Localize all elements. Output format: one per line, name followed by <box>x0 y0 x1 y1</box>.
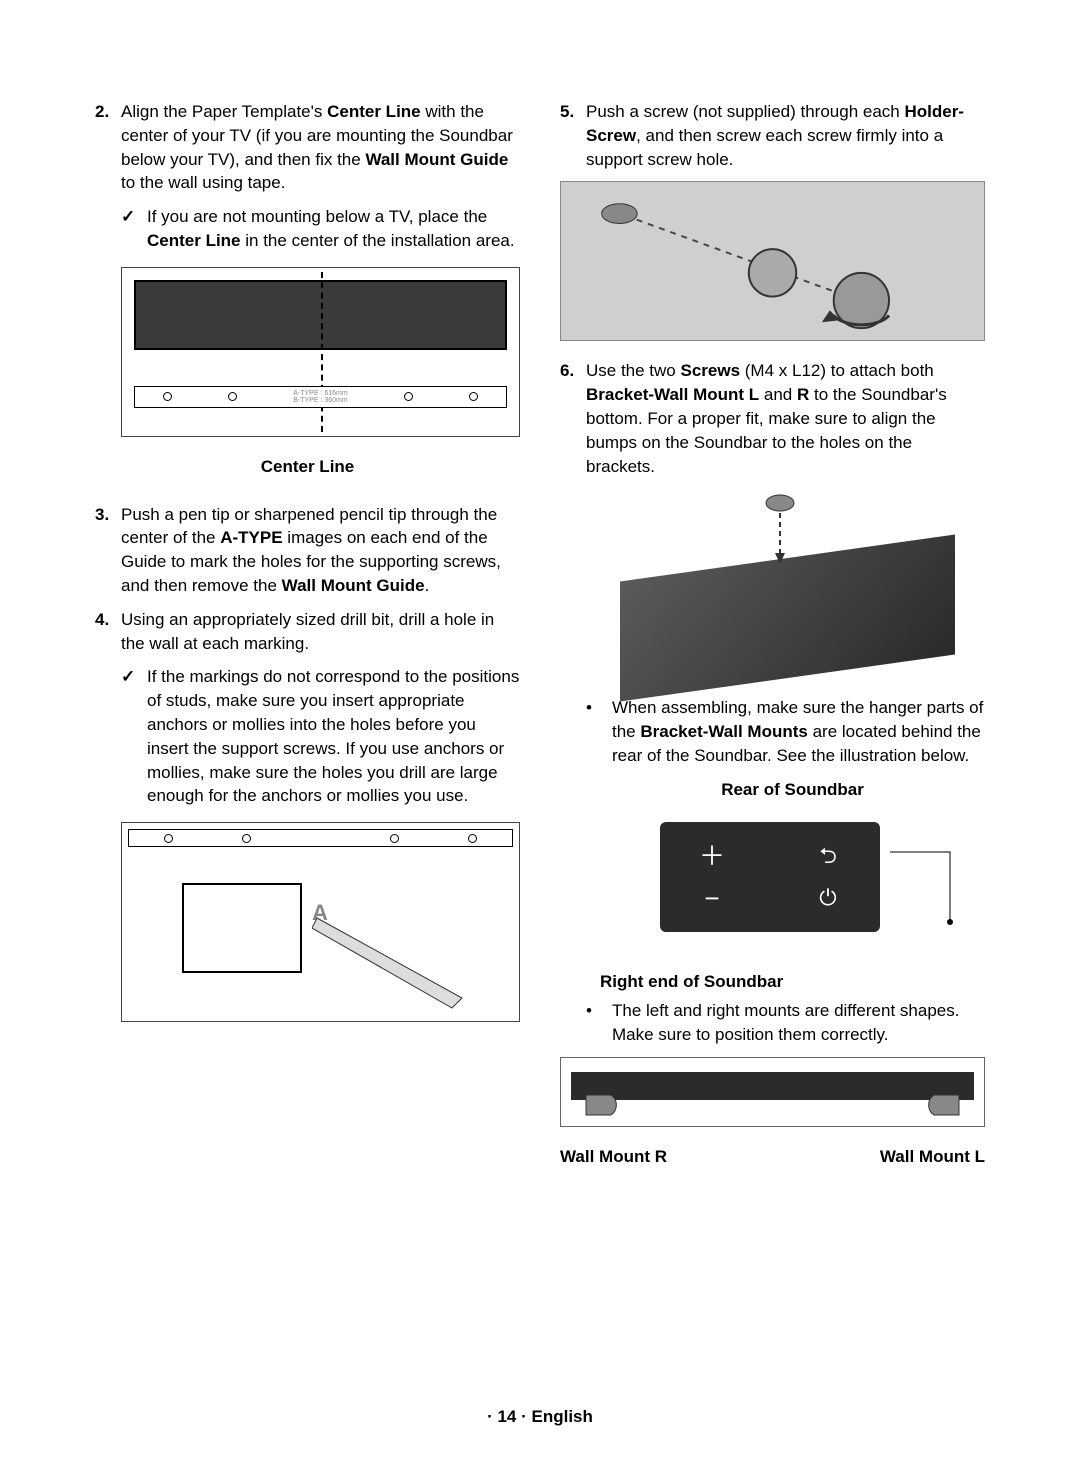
step-6-number: 6. <box>560 359 586 478</box>
step-5: 5. Push a screw (not supplied) through e… <box>560 100 985 171</box>
step-4-body: Using an appropriately sized drill bit, … <box>121 608 520 656</box>
bullet-1-body: When assembling, make sure the hanger pa… <box>612 696 985 767</box>
bullet-2-body: The left and right mounts are different … <box>612 999 985 1047</box>
wall-mount-l-label: Wall Mount L <box>880 1145 985 1169</box>
plus-icon: ＋ <box>690 834 734 878</box>
screw-icon <box>561 182 984 340</box>
step-6-text-3: and <box>759 385 797 404</box>
step-2-check-c: in the center of the installation area. <box>241 231 515 250</box>
center-dash-line <box>321 272 323 432</box>
pen-guide-strip <box>128 829 513 847</box>
marker-a-left <box>163 392 172 401</box>
step-3-number: 3. <box>95 503 121 598</box>
right-end-label: Right end of Soundbar <box>600 970 985 994</box>
wall-mount-r-label: Wall Mount R <box>560 1145 667 1169</box>
pen-marker-3 <box>390 834 399 843</box>
step-4-number: 4. <box>95 608 121 656</box>
step-6-text-2: (M4 x L12) to attach both <box>740 361 934 380</box>
step-3-bold-1: A-TYPE <box>220 528 282 547</box>
center-line-caption: Center Line <box>95 455 520 479</box>
step-2-check-body: If you are not mounting below a TV, plac… <box>147 205 520 253</box>
figure-pen-marking: A <box>121 822 520 1022</box>
pen-icon <box>312 913 472 1013</box>
step-2-text-3: to the wall using tape. <box>121 173 285 192</box>
right-column: 5. Push a screw (not supplied) through e… <box>560 100 985 1169</box>
mount-labels: Wall Mount R Wall Mount L <box>560 1145 985 1169</box>
step-6-bold-2: Bracket-Wall Mount L <box>586 385 759 404</box>
input-icon: ⮌ <box>806 834 850 878</box>
step-6-body: Use the two Screws (M4 x L12) to attach … <box>586 359 985 478</box>
step-2-number: 2. <box>95 100 121 195</box>
step-4-check-body: If the markings do not correspond to the… <box>147 665 520 808</box>
step-2: 2. Align the Paper Template's Center Lin… <box>95 100 520 195</box>
step-2-check-a: If you are not mounting below a TV, plac… <box>147 207 487 226</box>
step-2-check-b: Center Line <box>147 231 241 250</box>
step-3: 3. Push a pen tip or sharpened pencil ti… <box>95 503 520 598</box>
bullet-icon: • <box>586 999 612 1047</box>
marker-b-left <box>228 392 237 401</box>
step-5-text-2: , and then screw each screw firmly into … <box>586 126 943 169</box>
marker-a-right <box>469 392 478 401</box>
wall-mount-guide-strip: A-TYPE : 616mm B-TYPE : 360mm <box>134 386 507 408</box>
step-2-check: ✓ If you are not mounting below a TV, pl… <box>121 205 520 253</box>
step-6-text-1: Use the two <box>586 361 681 380</box>
callout-line-icon <box>880 842 980 932</box>
step-5-body: Push a screw (not supplied) through each… <box>586 100 985 171</box>
step-6-bold-3: R <box>797 385 809 404</box>
screw-down-icon <box>740 488 820 568</box>
step-5-text-1: Push a screw (not supplied) through each <box>586 102 904 121</box>
figure-center-line: A-TYPE : 616mm B-TYPE : 360mm <box>121 267 520 437</box>
mount-r-icon <box>581 1090 641 1120</box>
pen-marker-4 <box>468 834 477 843</box>
pen-marker-2 <box>242 834 251 843</box>
step-3-text-3: . <box>425 576 430 595</box>
strip-markers: A-TYPE : 616mm B-TYPE : 360mm <box>135 387 506 407</box>
bullet-2: • The left and right mounts are differen… <box>586 999 985 1047</box>
guide-type-b: B-TYPE : 360mm <box>293 397 347 404</box>
bullet-1-b: Bracket-Wall Mounts <box>640 722 808 741</box>
step-2-body: Align the Paper Template's Center Line w… <box>121 100 520 195</box>
marker-b-right <box>404 392 413 401</box>
step-4: 4. Using an appropriately sized drill bi… <box>95 608 520 656</box>
figure-holder-screw <box>560 181 985 341</box>
a-type-zoom-box <box>182 883 302 973</box>
check-icon: ✓ <box>121 205 147 253</box>
check-icon: ✓ <box>121 665 147 808</box>
step-5-number: 5. <box>560 100 586 171</box>
pen-strip-markers <box>129 830 512 846</box>
left-column: 2. Align the Paper Template's Center Lin… <box>95 100 520 1169</box>
guide-type-text: A-TYPE : 616mm B-TYPE : 360mm <box>293 390 347 404</box>
rear-soundbar-label: Rear of Soundbar <box>600 778 985 802</box>
minus-icon: − <box>690 876 734 920</box>
step-2-bold-2: Wall Mount Guide <box>365 150 508 169</box>
step-6: 6. Use the two Screws (M4 x L12) to atta… <box>560 359 985 478</box>
page-footer: · 14 · English <box>0 1405 1080 1429</box>
step-3-bold-2: Wall Mount Guide <box>282 576 425 595</box>
mount-l-icon <box>904 1090 964 1120</box>
step-2-bold-1: Center Line <box>327 102 421 121</box>
figure-wall-mounts <box>560 1057 985 1127</box>
power-icon: ⏻ <box>806 876 850 920</box>
step-4-check: ✓ If the markings do not correspond to t… <box>121 665 520 808</box>
step-2-text-1: Align the Paper Template's <box>121 102 327 121</box>
guide-type-a: A-TYPE : 616mm <box>293 390 347 397</box>
figure-rear-soundbar: ＋ − ⮌ ⏻ <box>630 812 955 952</box>
soundbar-rear-panel: ＋ − ⮌ ⏻ <box>660 822 880 932</box>
step-3-body: Push a pen tip or sharpened pencil tip t… <box>121 503 520 598</box>
step-6-bold-1: Screws <box>681 361 741 380</box>
pen-marker-1 <box>164 834 173 843</box>
bullet-1: • When assembling, make sure the hanger … <box>586 696 985 767</box>
page-columns: 2. Align the Paper Template's Center Lin… <box>95 100 985 1169</box>
figure-bracket-attach <box>620 488 955 678</box>
bullet-icon: • <box>586 696 612 767</box>
